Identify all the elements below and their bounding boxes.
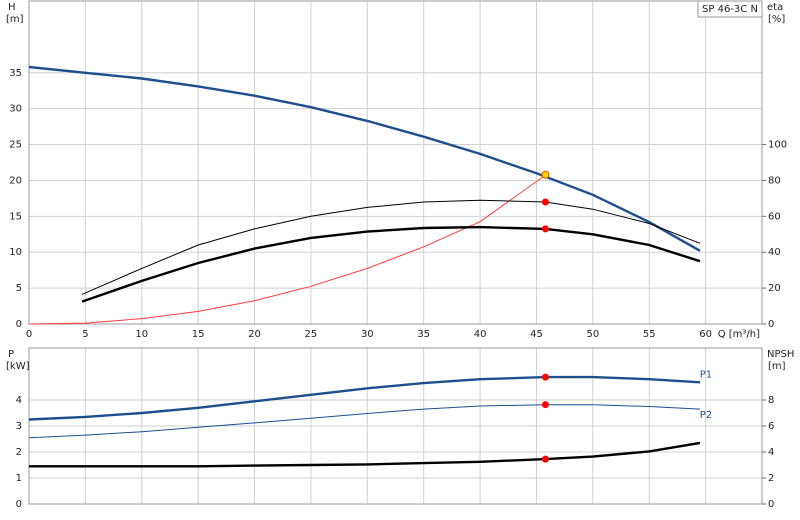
curve: [81, 225, 701, 303]
y-tick-label: 20: [9, 175, 22, 186]
y-tick-label: 5: [16, 283, 22, 294]
x-tick-label: 15: [192, 329, 205, 340]
y-tick-label: 30: [9, 104, 22, 115]
y-tick-label: 2: [16, 447, 22, 458]
y2-axis-unit: [m]: [768, 361, 786, 372]
operating-point: [541, 198, 549, 206]
y2-tick-label: 2: [768, 473, 774, 484]
y2-axis-label: eta: [767, 2, 783, 13]
y2-tick-label: 100: [768, 140, 787, 151]
x-axis-label: Q [m³/h]: [718, 329, 760, 340]
curve: [28, 174, 546, 325]
y-tick-label: 1: [16, 473, 22, 484]
title-box: [697, 0, 763, 18]
series-label: P2: [700, 410, 712, 421]
x-tick-label: 0: [26, 329, 32, 340]
x-tick-label: 30: [361, 329, 374, 340]
y-tick-label: 10: [9, 247, 22, 258]
y2-tick-label: 60: [768, 211, 781, 222]
y2-tick-label: 40: [768, 247, 781, 258]
y2-tick-label: 0: [768, 499, 774, 510]
plot-frame: [28, 0, 763, 325]
y-tick-label: 3: [16, 421, 22, 432]
x-tick-label: 25: [305, 329, 318, 340]
y-axis-unit: [m]: [6, 14, 24, 25]
chart-title: SP 46-3C N: [702, 4, 758, 15]
series-label: P1: [700, 369, 712, 380]
y-tick-label: 35: [9, 68, 22, 79]
curve: [28, 65, 701, 252]
y-axis-label: P: [8, 349, 14, 360]
x-tick-label: 55: [643, 329, 656, 340]
x-tick-label: 50: [586, 329, 599, 340]
x-tick-label: 5: [82, 329, 88, 340]
x-tick-label: 60: [699, 329, 712, 340]
x-tick-label: 40: [474, 329, 487, 340]
operating-point: [541, 225, 549, 233]
x-tick-label: 10: [135, 329, 148, 340]
y-axis-unit: [kW]: [6, 361, 30, 372]
y-tick-label: 25: [9, 140, 22, 151]
y-tick-label: 0: [16, 319, 22, 330]
y2-tick-label: 6: [768, 421, 774, 432]
operating-point: [541, 170, 550, 179]
curve: [29, 441, 701, 468]
y-tick-label: 4: [16, 395, 22, 406]
y2-tick-label: 8: [768, 395, 774, 406]
y-tick-label: 15: [9, 211, 22, 222]
curve: [28, 404, 701, 439]
operating-point: [541, 373, 549, 381]
y2-tick-label: 80: [768, 175, 781, 186]
x-tick-label: 45: [530, 329, 543, 340]
operating-point: [541, 401, 549, 409]
x-tick-label: 20: [248, 329, 261, 340]
y2-tick-label: 0: [768, 319, 774, 330]
y-tick-label: 0: [16, 499, 22, 510]
operating-point: [541, 455, 549, 463]
y2-tick-label: 4: [768, 447, 774, 458]
y-axis-label: H: [8, 2, 16, 13]
y2-axis-unit: [%]: [768, 14, 785, 25]
x-tick-label: 35: [417, 329, 430, 340]
y2-axis-label: NPSH: [767, 349, 794, 360]
curve: [81, 199, 701, 295]
curve: [28, 375, 701, 421]
y2-tick-label: 20: [768, 283, 781, 294]
plot-frame: [28, 347, 763, 505]
